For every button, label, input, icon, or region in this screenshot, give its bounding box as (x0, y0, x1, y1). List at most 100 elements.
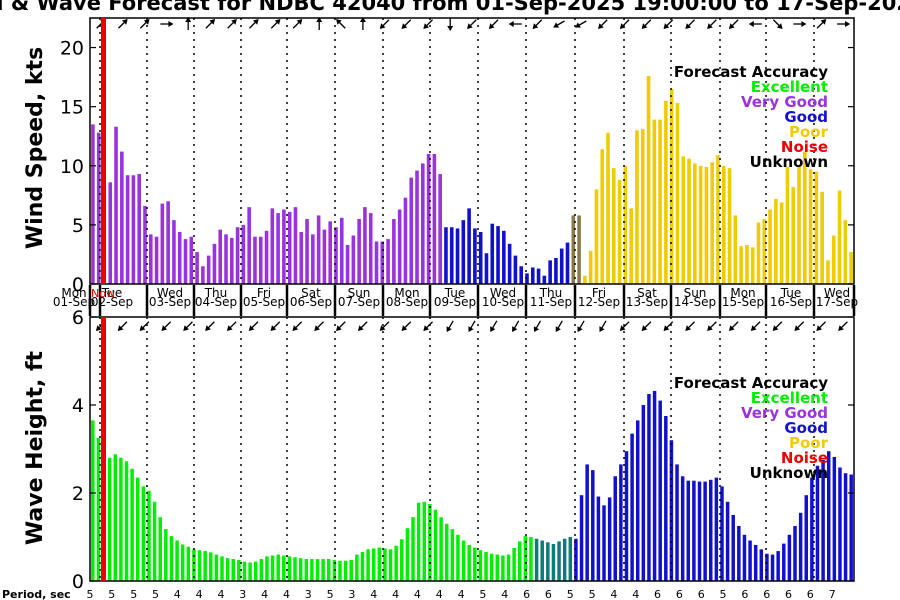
period-value: 5 (152, 588, 159, 600)
wave-bar (152, 501, 157, 581)
wave-bar (209, 552, 213, 581)
wind-bar (235, 227, 240, 284)
legend-entry: Poor (789, 434, 829, 452)
date-label: 09-Sep (434, 295, 476, 309)
wave-bar (270, 555, 275, 581)
period-value: 6 (676, 588, 683, 600)
period-value: 4 (610, 588, 617, 600)
wind-bar (374, 241, 379, 284)
wind-bar (808, 169, 813, 284)
wind-y-tick-label: 15 (60, 97, 84, 119)
wind-bar (803, 151, 807, 284)
period-value: 4 (414, 588, 421, 600)
period-value: 5 (479, 588, 486, 600)
wind-direction-arrow (160, 21, 174, 27)
wind-bar (299, 231, 304, 284)
wave-bar (709, 479, 713, 581)
wave-direction-arrow (161, 321, 172, 331)
wave-bar (186, 546, 191, 581)
wave-bar (725, 501, 730, 581)
wave-bar (512, 548, 516, 581)
wave-bar (748, 540, 752, 581)
wind-y-axis-label: Wind Speed, kts (23, 47, 48, 249)
wind-direction-arrow (508, 21, 522, 27)
wave-bar (551, 544, 556, 581)
wind-bar (334, 227, 338, 284)
wind-bar (357, 218, 361, 284)
wave-bar (776, 551, 780, 581)
wind-bar (143, 205, 147, 284)
wave-bar (259, 559, 264, 581)
wind-bar (461, 220, 466, 284)
wind-bar (339, 217, 344, 284)
wave-bar (433, 509, 438, 581)
period-value: 4 (501, 588, 508, 600)
wave-bar (641, 405, 646, 581)
wave-bar (349, 559, 353, 581)
wave-y-tick-label: 0 (72, 571, 84, 593)
wind-bar (183, 239, 188, 284)
wind-panel: 0 5 10 15 20 Wind Speed, kts (23, 17, 855, 296)
wind-bar (837, 190, 842, 284)
wave-direction-arrow (685, 321, 696, 331)
wave-bar (416, 502, 421, 581)
wind-direction-arrow (379, 19, 390, 29)
legend-entry: Good (784, 419, 828, 437)
wave-bar (124, 461, 129, 581)
wind-bar (322, 229, 327, 284)
wave-direction-arrow (270, 321, 281, 331)
wind-bar (91, 124, 95, 285)
legend-entry: Good (784, 108, 828, 126)
date-label: 08-Sep (386, 295, 428, 309)
wind-bar (380, 241, 385, 284)
wind-bar (664, 100, 668, 284)
wave-bar (484, 551, 488, 581)
wave-bar (394, 545, 398, 581)
wave-direction-arrow (599, 320, 607, 333)
wave-bar (107, 457, 112, 581)
wave-bar (534, 538, 539, 581)
wave-bar (782, 543, 786, 581)
wave-bar (276, 554, 280, 581)
wind-bar (224, 234, 228, 284)
day-name-label: Sun (684, 286, 707, 300)
date-label: 03-Sep (149, 295, 191, 309)
wave-direction-arrow (707, 321, 717, 331)
wind-bar (530, 267, 535, 284)
period-value: 4 (218, 588, 225, 600)
wave-bar (248, 562, 252, 581)
date-label: 12-Sep (578, 295, 620, 309)
wind-bar (548, 260, 552, 284)
wave-bar (546, 542, 550, 581)
wind-bar (241, 224, 246, 284)
wave-bar (343, 560, 348, 581)
wind-bar (797, 165, 801, 284)
wind-bar (513, 255, 518, 284)
date-label: 15-Sep (722, 295, 764, 309)
wind-bar (305, 218, 309, 284)
wave-bar (619, 464, 623, 581)
wave-direction-arrow (183, 321, 193, 331)
wind-bar (710, 162, 714, 284)
wave-bar (714, 477, 719, 581)
wind-bar (137, 174, 141, 284)
wave-bar (602, 505, 606, 581)
wind-direction-arrow (772, 19, 783, 29)
wave-bar (175, 540, 179, 581)
wind-bar (629, 208, 633, 284)
wind-bar (421, 163, 425, 284)
wave-bar (540, 540, 544, 581)
wave-direction-arrow (512, 320, 520, 333)
wind-direction-arrow (816, 19, 827, 29)
wind-bar (189, 236, 194, 284)
wave-bar (798, 512, 803, 581)
wave-direction-arrow (750, 321, 761, 331)
wave-bar (518, 541, 522, 581)
wave-direction-arrow (248, 321, 259, 331)
wave-bar (220, 556, 224, 581)
wind-bar (716, 155, 720, 284)
wind-bar (108, 182, 113, 284)
wind-bar (131, 175, 136, 284)
wind-bar (814, 171, 819, 284)
date-label: 07-Sep (338, 295, 380, 309)
